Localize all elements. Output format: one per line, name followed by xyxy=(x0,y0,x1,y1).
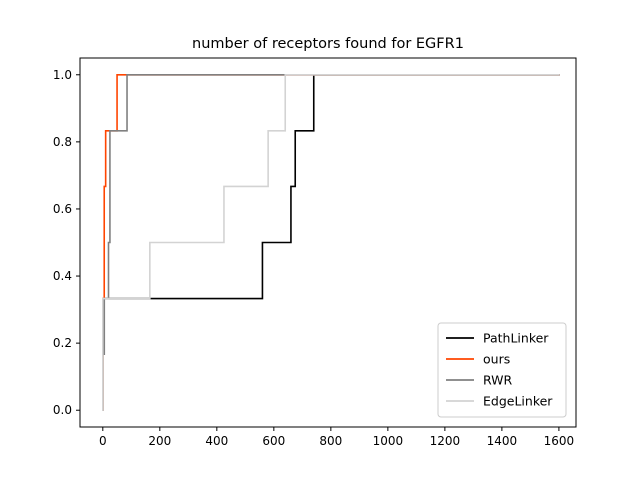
plot-area xyxy=(102,73,560,412)
legend-label-edgelinker: EdgeLinker xyxy=(483,394,553,409)
legend-box xyxy=(437,322,567,418)
legend-label-ours: ours xyxy=(483,352,510,367)
x-tick-label: 800 xyxy=(319,434,342,448)
chart-title: number of receptors found for EGFR1 xyxy=(192,36,464,52)
x-tick-label: 0 xyxy=(99,434,107,448)
y-tick-label: 0.6 xyxy=(53,202,72,216)
x-tick-label: 1200 xyxy=(430,434,461,448)
series-lines xyxy=(102,73,560,412)
y-tick-label: 0.8 xyxy=(53,135,72,149)
y-tick-label: 1.0 xyxy=(53,68,72,82)
x-tick-label: 1400 xyxy=(487,434,518,448)
x-tick-label: 200 xyxy=(148,434,171,448)
y-tick-label: 0.2 xyxy=(53,336,72,350)
legend: PathLinker ours RWR EdgeLinker xyxy=(437,322,567,418)
series-line-rwr xyxy=(102,73,560,412)
y-tick-label: 0.4 xyxy=(53,269,72,283)
x-tick-label: 1000 xyxy=(373,434,404,448)
x-tick-label: 400 xyxy=(205,434,228,448)
legend-label-rwr: RWR xyxy=(483,373,513,388)
axes-frame xyxy=(79,57,577,428)
series-line-edgelinker xyxy=(102,73,560,412)
legend-label-pathlinker: PathLinker xyxy=(483,331,549,346)
axes: 0 200 400 600 800 1000 1200 1400 1600 0.0 0.2 0.4 0.… xyxy=(53,57,577,448)
x-tick-label: 600 xyxy=(262,434,285,448)
y-tick-label: 0.0 xyxy=(53,403,72,417)
x-tick-label: 1600 xyxy=(544,434,575,448)
